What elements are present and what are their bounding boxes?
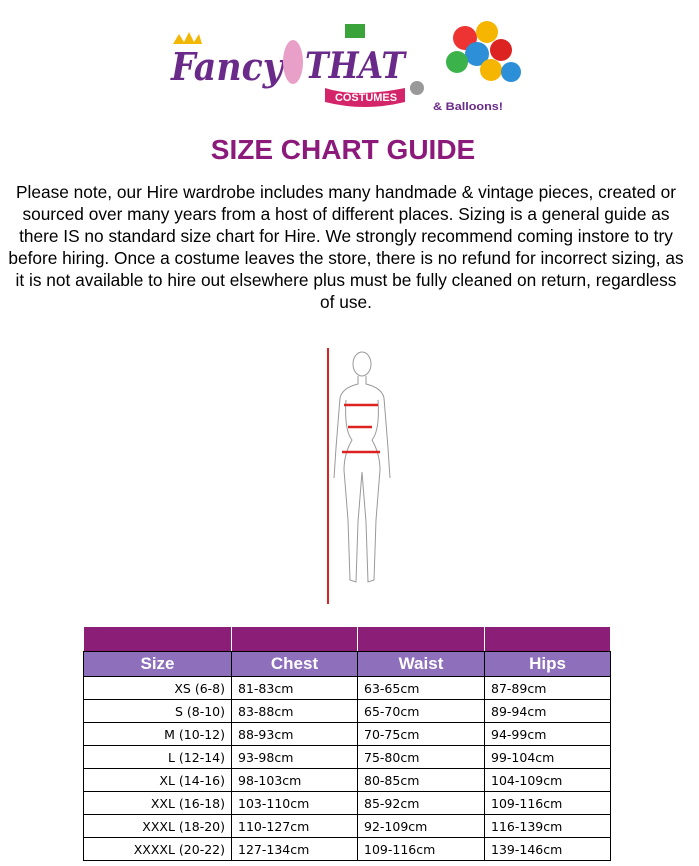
header-waist: Waist (357, 651, 485, 677)
cell-size: XXL (16-18) (83, 791, 232, 815)
cell-size: M (10-12) (83, 722, 232, 746)
cell-size: XXXXL (20-22) (83, 837, 232, 861)
table-row: XXXXL (20-22) 127-134cm 109-116cm 139-146cm (83, 837, 611, 861)
svg-text:COSTUMES: COSTUMES (335, 92, 397, 104)
cell-waist: 85-92cm (357, 791, 485, 815)
cell-waist: 70-75cm (357, 722, 485, 746)
cell-hips: 87-89cm (484, 676, 611, 700)
cell-size: S (8-10) (83, 699, 232, 723)
header-hips: Hips (484, 651, 611, 677)
table-row: XS (6-8) 81-83cm 63-65cm 87-89cm (83, 676, 611, 700)
table-row: M (10-12) 88-93cm 70-75cm 94-99cm (83, 722, 611, 746)
cell-hips: 94-99cm (484, 722, 611, 746)
cell-waist: 92-109cm (357, 814, 485, 838)
cell-waist: 63-65cm (357, 676, 485, 700)
table-row: L (12-14) 93-98cm 75-80cm 99-104cm (83, 745, 611, 769)
cell-size: XXXL (18-20) (83, 814, 232, 838)
table-row: XXL (16-18) 103-110cm 85-92cm 109-116cm (83, 791, 611, 815)
cell-hips: 139-146cm (484, 837, 611, 861)
cell-hips: 104-109cm (484, 768, 611, 792)
cell-hips: 89-94cm (484, 699, 611, 723)
cell-chest: 88-93cm (231, 722, 358, 746)
cell-waist: 75-80cm (357, 745, 485, 769)
cell-chest: 81-83cm (231, 676, 358, 700)
svg-text:THAT: THAT (305, 45, 407, 87)
cell-waist: 65-70cm (357, 699, 485, 723)
size-chart-table: Size Chest Waist Hips XS (6-8) 81-83cm 63-… (83, 626, 611, 861)
cell-hips: 109-116cm (484, 791, 611, 815)
cell-chest: 103-110cm (231, 791, 358, 815)
cell-chest: 93-98cm (231, 745, 358, 769)
cell-waist: 80-85cm (357, 768, 485, 792)
svg-text:& Balloons!: & Balloons! (433, 101, 503, 113)
header-chest: Chest (231, 651, 358, 677)
cell-hips: 116-139cm (484, 814, 611, 838)
body-measurement-figure (327, 348, 391, 604)
fancy-that-logo: Fancy THAT COSTUMES & Balloons! (170, 21, 521, 113)
cell-hips: 99-104cm (484, 745, 611, 769)
cell-size: L (12-14) (83, 745, 232, 769)
cell-size: XS (6-8) (83, 676, 232, 700)
cell-chest: 110-127cm (231, 814, 358, 838)
cell-chest: 98-103cm (231, 768, 358, 792)
header-size: Size (83, 651, 232, 677)
hire-note: Please note, our Hire wardrobe includes … (8, 182, 684, 312)
table-header-row: Size Chest Waist Hips (83, 651, 611, 677)
cell-size: XL (14-16) (83, 768, 232, 792)
page-title: SIZE CHART GUIDE (210, 134, 476, 165)
table-banner-row (83, 626, 611, 652)
table-row: S (8-10) 83-88cm 65-70cm 89-94cm (83, 699, 611, 723)
cell-waist: 109-116cm (357, 837, 485, 861)
svg-text:Fancy: Fancy (170, 44, 286, 89)
table-row: XXXL (18-20) 110-127cm 92-109cm 116-139cm (83, 814, 611, 838)
cell-chest: 127-134cm (231, 837, 358, 861)
table-row: XL (14-16) 98-103cm 80-85cm 104-109cm (83, 768, 611, 792)
cell-chest: 83-88cm (231, 699, 358, 723)
